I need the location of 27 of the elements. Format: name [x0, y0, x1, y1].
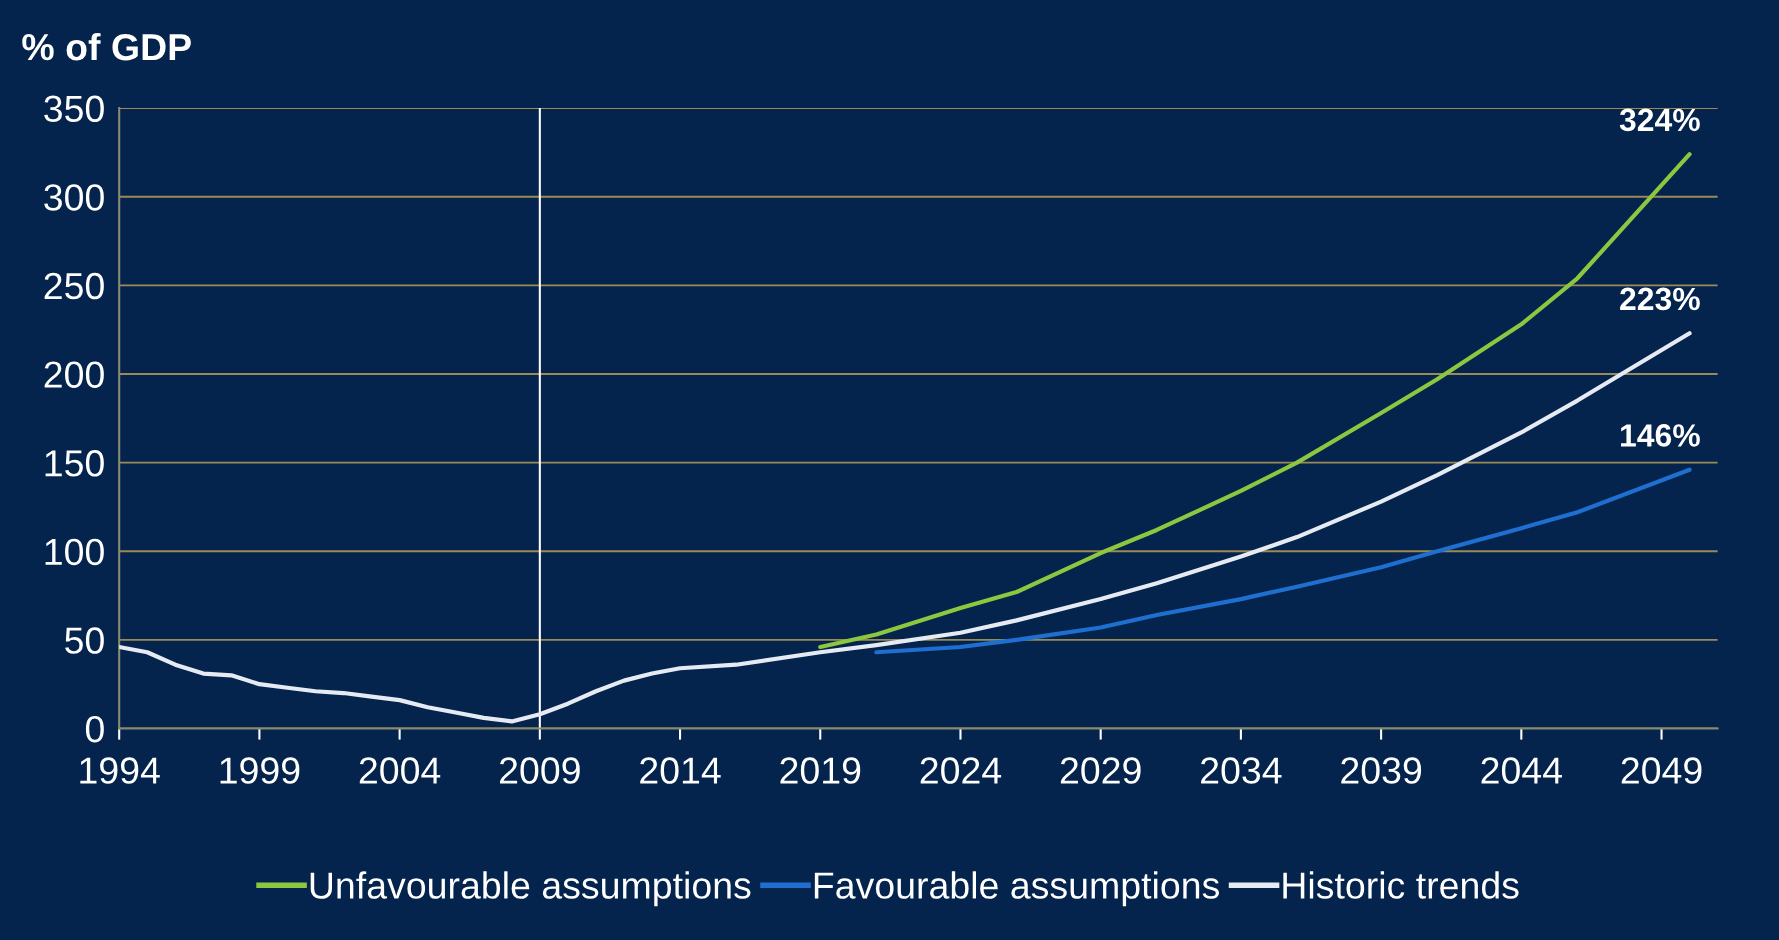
x-tick-label: 2029 — [1060, 757, 1141, 784]
x-tick-label: 2039 — [1341, 757, 1422, 784]
x-tick-label: 1994 — [80, 757, 160, 784]
y-axis-title: % of GDP — [22, 32, 191, 61]
data-label: 324% — [1619, 108, 1700, 132]
y-tick-label: 350 — [44, 95, 104, 123]
y-tick-label: 150 — [45, 450, 104, 477]
y-tick-label: 0 — [85, 715, 104, 743]
y-tick-label: 250 — [44, 272, 104, 300]
y-tick-label: 300 — [44, 184, 104, 211]
x-tick-label: 2049 — [1621, 757, 1702, 784]
y-tick-label: 100 — [45, 538, 104, 566]
x-tick-label: 2009 — [500, 757, 580, 784]
y-tick-label: 50 — [65, 627, 104, 654]
x-tick-label: 2024 — [920, 757, 1002, 784]
x-tick-label: 2044 — [1481, 757, 1562, 784]
x-tick-label: 2034 — [1201, 757, 1282, 784]
legend-label: Unfavourable assumptions — [310, 871, 751, 907]
y-tick-label: 200 — [44, 361, 104, 388]
legend-label: Favourable assumptions — [814, 871, 1219, 907]
x-tick-label: 2014 — [640, 757, 721, 784]
x-tick-label: 1999 — [220, 757, 300, 784]
legend-label: Historic trends — [1283, 871, 1519, 899]
x-tick-label: 2019 — [780, 757, 861, 784]
data-label: 146% — [1621, 424, 1700, 447]
data-label: 223% — [1620, 287, 1700, 311]
x-tick-label: 2004 — [359, 757, 441, 784]
